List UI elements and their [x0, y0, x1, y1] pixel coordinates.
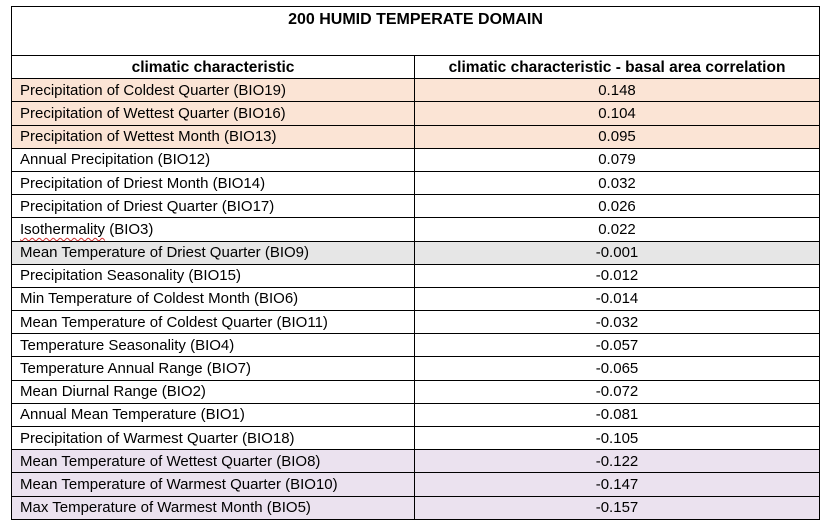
row-correlation-cell[interactable]: -0.065	[414, 356, 820, 381]
spellcheck-word: Isothermality	[20, 220, 106, 238]
row-correlation-cell[interactable]: -0.057	[414, 333, 820, 358]
table-row: Mean Diurnal Range (BIO2) -0.072	[11, 379, 820, 404]
table-row: Annual Precipitation (BIO12) 0.079	[11, 147, 820, 172]
table-row: Mean Temperature of Warmest Quarter (BIO…	[11, 472, 820, 497]
table-row: Mean Temperature of Wettest Quarter (BIO…	[11, 449, 820, 474]
row-correlation-cell[interactable]: 0.079	[414, 147, 820, 172]
header-climatic-characteristic[interactable]: climatic characteristic	[11, 54, 415, 80]
row-correlation-cell[interactable]: 0.148	[414, 78, 820, 103]
row-correlation-cell[interactable]: -0.105	[414, 425, 820, 451]
row-correlation-cell[interactable]: 0.104	[414, 101, 820, 126]
row-characteristic-cell[interactable]: Annual Mean Temperature (BIO1)	[11, 402, 415, 428]
row-characteristic-cell[interactable]: Precipitation of Coldest Quarter (BIO19)	[11, 78, 415, 103]
row-correlation-cell[interactable]: -0.157	[414, 495, 820, 520]
title-row: 200 HUMID TEMPERATE DOMAIN	[11, 6, 820, 56]
correlation-table: 200 HUMID TEMPERATE DOMAIN climatic char…	[11, 6, 820, 520]
row-correlation-cell[interactable]: -0.122	[414, 449, 820, 474]
table-row: Max Temperature of Warmest Month (BIO5) …	[11, 495, 820, 520]
row-characteristic-cell[interactable]: Precipitation of Wettest Quarter (BIO16)	[11, 101, 415, 126]
row-correlation-cell[interactable]: 0.032	[414, 170, 820, 196]
row-characteristic-suffix: (BIO3)	[105, 220, 154, 238]
row-correlation-cell[interactable]: -0.001	[414, 240, 820, 265]
row-correlation-cell[interactable]: 0.095	[414, 124, 820, 149]
row-correlation-cell[interactable]: -0.014	[414, 286, 820, 312]
row-correlation-cell[interactable]: -0.081	[414, 402, 820, 428]
row-characteristic-cell[interactable]: Precipitation Seasonality (BIO15)	[11, 263, 415, 288]
table-row: Temperature Seasonality (BIO4) -0.057	[11, 333, 820, 358]
table-title[interactable]: 200 HUMID TEMPERATE DOMAIN	[11, 6, 820, 56]
spreadsheet-area: 200 HUMID TEMPERATE DOMAIN climatic char…	[11, 6, 820, 520]
row-correlation-cell[interactable]: -0.012	[414, 263, 820, 288]
table-row: Precipitation of Wettest Month (BIO13) 0…	[11, 124, 820, 149]
table-row: Isothermality (BIO3) 0.022	[11, 217, 820, 242]
row-characteristic-cell[interactable]: Max Temperature of Warmest Month (BIO5)	[11, 495, 415, 520]
row-characteristic-cell[interactable]: Precipitation of Driest Month (BIO14)	[11, 170, 415, 196]
table-row: Precipitation Seasonality (BIO15) -0.012	[11, 263, 820, 288]
row-characteristic-cell[interactable]: Precipitation of Warmest Quarter (BIO18)	[11, 425, 415, 451]
table-row: Precipitation of Driest Month (BIO14) 0.…	[11, 170, 820, 196]
row-characteristic-cell[interactable]: Temperature Seasonality (BIO4)	[11, 333, 415, 358]
row-characteristic-cell[interactable]: Annual Precipitation (BIO12)	[11, 147, 415, 172]
row-correlation-cell[interactable]: -0.032	[414, 310, 820, 335]
table-row: Mean Temperature of Driest Quarter (BIO9…	[11, 240, 820, 265]
row-correlation-cell[interactable]: 0.026	[414, 194, 820, 219]
table-row: Precipitation of Warmest Quarter (BIO18)…	[11, 425, 820, 451]
row-correlation-cell[interactable]: -0.072	[414, 379, 820, 404]
table-row: Precipitation of Wettest Quarter (BIO16)…	[11, 101, 820, 126]
row-characteristic-cell[interactable]: Mean Temperature of Warmest Quarter (BIO…	[11, 472, 415, 497]
table-row: Temperature Annual Range (BIO7) -0.065	[11, 356, 820, 381]
table-row: Mean Temperature of Coldest Quarter (BIO…	[11, 310, 820, 335]
table-row: Annual Mean Temperature (BIO1) -0.081	[11, 402, 820, 428]
row-characteristic-cell[interactable]: Min Temperature of Coldest Month (BIO6)	[11, 286, 415, 312]
row-characteristic-cell[interactable]: Precipitation of Wettest Month (BIO13)	[11, 124, 415, 149]
header-correlation[interactable]: climatic characteristic - basal area cor…	[414, 54, 820, 80]
row-characteristic-cell[interactable]: Mean Diurnal Range (BIO2)	[11, 379, 415, 404]
row-correlation-cell[interactable]: 0.022	[414, 217, 820, 242]
row-correlation-cell[interactable]: -0.147	[414, 472, 820, 497]
row-characteristic-cell[interactable]: Temperature Annual Range (BIO7)	[11, 356, 415, 381]
row-characteristic-cell[interactable]: Isothermality (BIO3)	[11, 217, 415, 242]
table-row: Precipitation of Driest Quarter (BIO17) …	[11, 194, 820, 219]
table-row: Min Temperature of Coldest Month (BIO6) …	[11, 286, 820, 312]
row-characteristic-cell[interactable]: Mean Temperature of Wettest Quarter (BIO…	[11, 449, 415, 474]
table-row: Precipitation of Coldest Quarter (BIO19)…	[11, 78, 820, 103]
row-characteristic-cell[interactable]: Mean Temperature of Coldest Quarter (BIO…	[11, 310, 415, 335]
header-row: climatic characteristic climatic charact…	[11, 54, 820, 80]
row-characteristic-cell[interactable]: Mean Temperature of Driest Quarter (BIO9…	[11, 240, 415, 265]
row-characteristic-cell[interactable]: Precipitation of Driest Quarter (BIO17)	[11, 194, 415, 219]
